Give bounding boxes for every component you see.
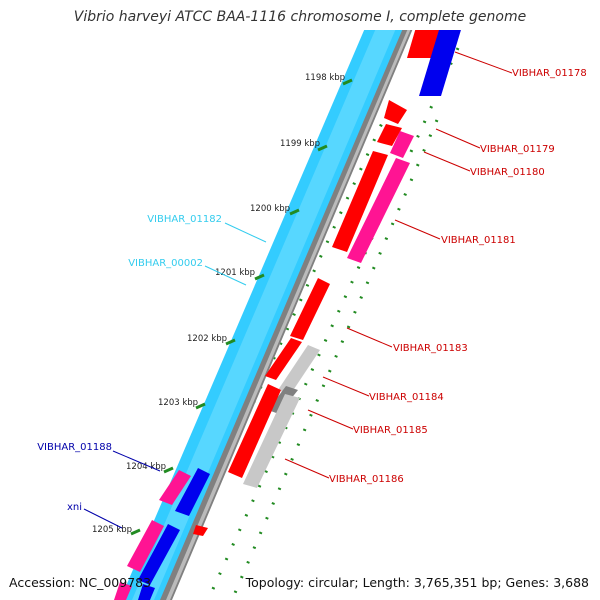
feature-vibhar-01178-rev-box — [419, 30, 461, 96]
feature-bottom-pink-box — [114, 582, 132, 600]
ruler-tick-mark — [225, 338, 236, 346]
ruler-tick-mark — [254, 273, 265, 281]
label-forward-4: VIBHAR_01183 — [393, 343, 468, 354]
gene-features — [114, 30, 461, 600]
label-forward-1: VIBHAR_01179 — [480, 144, 555, 155]
feature-vibhar-01184-box — [265, 338, 302, 380]
map-title: Vibrio harveyi ATCC BAA-1116 chromosome … — [73, 9, 527, 25]
label-backbone-1-leader — [204, 265, 247, 286]
ruler-tick-mark — [130, 528, 141, 536]
ruler-tick-label: 1202 kbp — [187, 334, 227, 344]
label-forward-7-leader — [284, 458, 330, 479]
topology-summary-text: Topology: circular; Length: 3,765,351 bp… — [245, 575, 589, 590]
label-forward-5-leader — [322, 376, 370, 397]
label-forward-3-leader — [394, 219, 441, 240]
label-forward-6: VIBHAR_01185 — [353, 425, 428, 436]
ruler-tick-label: 1200 kbp — [250, 204, 290, 214]
feature-vibhar-01181-pink-box — [347, 158, 410, 263]
ruler-tick-label: 1201 kbp — [215, 268, 255, 278]
gene-callouts: VIBHAR_01178 VIBHAR_01179 VIBHAR_01180 VIBH… — [37, 51, 587, 529]
ruler-tick-mark — [163, 466, 174, 474]
accession-text: Accession: NC_009783 — [9, 575, 152, 590]
label-reverse-1: xni — [67, 502, 82, 513]
ruler-tick-label: 1198 kbp — [305, 73, 345, 83]
feature-vibhar-01180-box — [390, 131, 414, 158]
backbone-band-highlight — [132, 30, 396, 600]
label-backbone-1: VIBHAR_00002 — [128, 258, 203, 269]
ruler-tick-label: 1199 kbp — [280, 139, 320, 149]
backbone-tracks — [120, 30, 413, 600]
label-forward-6-leader — [307, 409, 354, 430]
ruler-tick-label: 1205 kbp — [92, 525, 132, 535]
feature-vibhar-01184-grey-box — [278, 345, 320, 395]
feature-small-red-marker — [193, 525, 208, 536]
feature-bottom-blue-box — [138, 584, 155, 600]
label-forward-1-leader — [435, 128, 481, 149]
backbone-band-grey — [160, 30, 413, 600]
label-reverse-1-leader — [83, 508, 123, 529]
label-forward-0: VIBHAR_01178 — [512, 68, 587, 79]
feature-vibhar-01183-box — [290, 278, 330, 340]
feature-vibhar-01178-box — [407, 30, 440, 58]
ruler-tick-mark — [342, 78, 353, 86]
feature-small-red-box — [377, 124, 402, 146]
label-forward-3: VIBHAR_01181 — [441, 235, 516, 246]
ruler-tick-mark — [195, 402, 206, 410]
label-forward-5: VIBHAR_01184 — [369, 392, 444, 403]
label-forward-2: VIBHAR_01180 — [470, 167, 545, 178]
label-backbone-0: VIBHAR_01182 — [147, 214, 222, 225]
feature-vibhar-01181-box — [332, 151, 388, 252]
feature-vibhar-01179-box — [384, 100, 407, 124]
feature-xni-box — [138, 524, 180, 585]
ruler-tick-label: 1204 kbp — [126, 462, 166, 472]
feature-vibhar-01186-box — [243, 394, 300, 488]
label-forward-4-leader — [346, 327, 393, 348]
backbone-band-grey-edge — [166, 30, 411, 600]
label-backbone-0-leader — [224, 222, 267, 243]
feature-vibhar-01185-box — [228, 384, 281, 478]
ruler-tick-mark — [317, 144, 328, 152]
ruler-tick-label: 1203 kbp — [158, 398, 198, 408]
feature-vibhar-01188-pink-box — [159, 470, 191, 505]
label-forward-7: VIBHAR_01186 — [329, 474, 404, 485]
ruler-tick-mark — [289, 208, 300, 216]
label-reverse-0-leader — [112, 450, 161, 472]
label-forward-2-leader — [423, 151, 471, 172]
feature-vibhar-01188-box — [175, 468, 210, 516]
label-forward-0-leader — [454, 51, 513, 74]
feature-xni-pink-box — [127, 520, 164, 572]
label-reverse-0: VIBHAR_01188 — [37, 442, 112, 453]
